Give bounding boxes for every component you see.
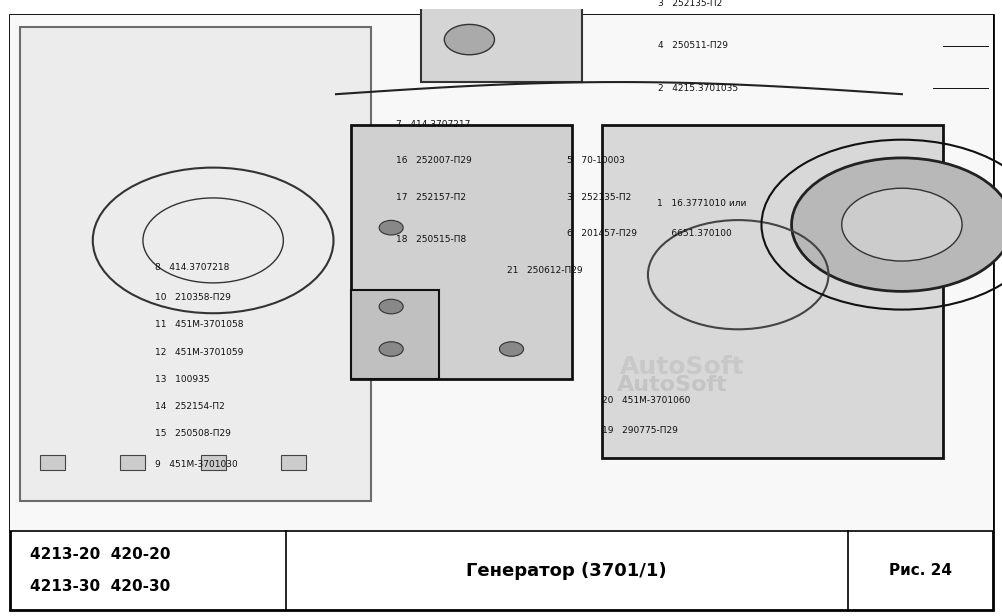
Circle shape [841, 188, 961, 261]
Bar [200, 455, 225, 471]
Text: 16   252007-П29: 16 252007-П29 [396, 156, 472, 166]
Text: 21   250612-П29: 21 250612-П29 [506, 265, 581, 275]
Bar [351, 124, 571, 379]
Text: 12   451М-3701059: 12 451М-3701059 [155, 347, 243, 357]
Text: 2   4215.3701035: 2 4215.3701035 [657, 84, 737, 92]
Text: 9   451М-3701030: 9 451М-3701030 [155, 460, 238, 469]
Text: 1   16.3771010 или: 1 16.3771010 или [656, 199, 745, 208]
Text: 4213-20  420-20: 4213-20 420-20 [30, 548, 170, 562]
Circle shape [379, 221, 403, 235]
Text: 20   451М-3701060: 20 451М-3701060 [601, 396, 689, 405]
Text: 3   252135-П2: 3 252135-П2 [566, 193, 630, 202]
Text: 18   250515-П8: 18 250515-П8 [396, 235, 466, 245]
Text: 8   414.3707218: 8 414.3707218 [155, 262, 229, 272]
Text: AutoSoft: AutoSoft [616, 375, 726, 395]
Bar [40, 455, 65, 471]
Text: 14   252154-П2: 14 252154-П2 [155, 402, 225, 411]
Text: 4213-30  420-30: 4213-30 420-30 [30, 579, 170, 594]
Text: 6   201457-П29: 6 201457-П29 [566, 229, 636, 238]
Text: 7   414.3707217: 7 414.3707217 [396, 120, 470, 129]
Bar [351, 290, 439, 379]
Text: 19   290775-П29: 19 290775-П29 [601, 426, 677, 436]
Circle shape [379, 342, 403, 356]
Text: 15   250508-П29: 15 250508-П29 [155, 429, 231, 439]
Circle shape [499, 342, 523, 356]
Text: 6651.370100: 6651.370100 [656, 229, 731, 238]
Text: 4   250511-П29: 4 250511-П29 [657, 41, 727, 50]
Text: Генератор (3701/1): Генератор (3701/1) [466, 562, 666, 580]
Text: 11   451М-3701058: 11 451М-3701058 [155, 320, 243, 330]
Bar [120, 455, 145, 471]
Circle shape [379, 299, 403, 314]
Text: Рис. 24: Рис. 24 [888, 564, 951, 578]
Text: 3   252135-П2: 3 252135-П2 [657, 0, 721, 7]
Bar [421, 0, 581, 82]
Text: 5   70-10003: 5 70-10003 [566, 156, 624, 166]
Bar [281, 455, 306, 471]
Bar [601, 124, 942, 458]
Text: 17   252157-П2: 17 252157-П2 [396, 193, 466, 202]
Text: 10   210358-П29: 10 210358-П29 [155, 293, 231, 302]
Circle shape [444, 25, 494, 55]
Bar [10, 15, 992, 531]
Circle shape [791, 158, 1002, 291]
Text: 13   100935: 13 100935 [155, 375, 209, 384]
Text: AutoSoft: AutoSoft [619, 355, 743, 379]
Bar [20, 28, 371, 501]
